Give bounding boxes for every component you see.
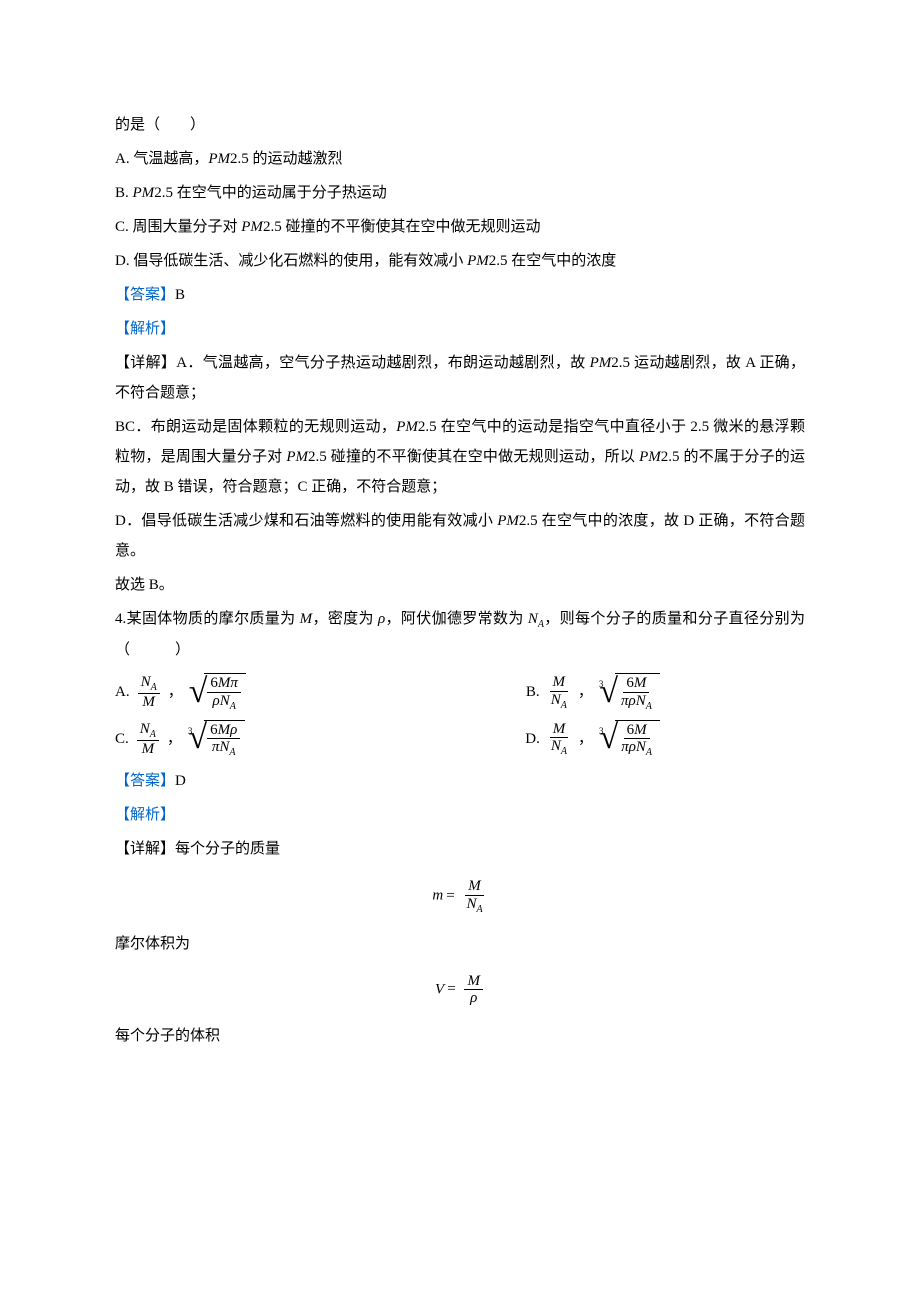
cube-root: 3 √ 6M πρNA	[599, 720, 660, 759]
q3-stem-tail: 的是（ ）	[115, 110, 805, 140]
pm-label: PM	[208, 151, 230, 167]
q3-detail-a: 【详解】A．气温越高，空气分子热运动越剧烈，布朗运动越剧烈，故 PM2.5 运动…	[115, 348, 805, 408]
comma: ，	[168, 677, 183, 707]
pm-label: PM	[639, 449, 661, 465]
detail-d-pre: D．倡导低碳生活减少煤和石油等燃料的使用能有效减小	[115, 513, 497, 529]
q3-analysis-label: 【解析】	[115, 314, 805, 344]
q4-options-row-2: C. NA M ， 3 √ 6Mρ πNA D. M NA ， 3 √	[115, 720, 805, 759]
cube-root: 3 √ 6M πρNA	[599, 673, 660, 712]
option-d-text-2: 2.5 在空气中的浓度	[489, 253, 617, 269]
fraction: M NA	[548, 721, 570, 758]
q3-answer: 【答案】B	[115, 280, 805, 310]
q3-option-c: C. 周围大量分子对 PM2.5 碰撞的不平衡使其在空中做无规则运动	[115, 212, 805, 242]
option-a-label: A.	[115, 677, 130, 707]
q4-each-volume-label: 每个分子的体积	[115, 1021, 805, 1051]
q3-detail-bc: BC．布朗运动是固体颗粒的无规则运动，PM2.5 在空气中的运动是指空气中直径小…	[115, 412, 805, 502]
pm-label: PM	[467, 253, 489, 269]
fraction: M NA	[548, 674, 570, 711]
q4-detail-label: 【详解】每个分子的质量	[115, 834, 805, 864]
option-c-text-1: C. 周围大量分子对	[115, 219, 241, 235]
comma: ，	[578, 724, 593, 754]
q4-option-c: C. NA M ， 3 √ 6Mρ πNA	[115, 720, 245, 759]
q4-molar-volume-label: 摩尔体积为	[115, 929, 805, 959]
comma: ，	[578, 677, 593, 707]
fraction: NA M	[137, 721, 159, 758]
q4-option-a: A. NA M ， √ 6Mπ ρNA	[115, 673, 246, 712]
q4-analysis-label: 【解析】	[115, 800, 805, 830]
analysis-label: 【解析】	[115, 807, 175, 823]
square-root: √ 6Mπ ρNA	[189, 673, 246, 712]
symbol-na: NA	[528, 611, 544, 627]
equation-volume: V= M ρ	[115, 973, 805, 1007]
symbol-m: M	[300, 611, 313, 627]
q3-detail-d: D．倡导低碳生活减少煤和石油等燃料的使用能有效减小 PM2.5 在空气中的浓度，…	[115, 506, 805, 566]
analysis-label: 【解析】	[115, 321, 175, 337]
equation-mass: m= M NA	[115, 878, 805, 915]
q3-option-d: D. 倡导低碳生活、减少化石燃料的使用，能有效减小 PM2.5 在空气中的浓度	[115, 246, 805, 276]
q3-option-a: A. 气温越高，PM2.5 的运动越激烈	[115, 144, 805, 174]
q3-conclusion: 故选 B。	[115, 570, 805, 600]
pm-label: PM	[241, 219, 263, 235]
pm-label: PM	[590, 355, 612, 371]
q4-options-row-1: A. NA M ， √ 6Mπ ρNA B. M NA ， 3 √	[115, 673, 805, 712]
answer-label: 【答案】	[115, 773, 175, 789]
detail-a-pre: 【详解】A．气温越高，空气分子热运动越剧烈，布朗运动越剧烈，故	[115, 355, 590, 371]
option-c-label: C.	[115, 724, 129, 754]
option-b-label: B.	[526, 677, 540, 707]
q4-stem: 4.某固体物质的摩尔质量为 M，密度为 ρ，阿伏伽德罗常数为 NA，则每个分子的…	[115, 604, 805, 665]
q4-stem-3: ，阿伏伽德罗常数为	[385, 611, 528, 627]
fraction: NA M	[138, 674, 160, 711]
q3-option-b: B. PM2.5 在空气中的运动属于分子热运动	[115, 178, 805, 208]
answer-value: B	[175, 287, 185, 303]
option-a-text-1: A. 气温越高，	[115, 151, 208, 167]
comma: ，	[167, 724, 182, 754]
option-b-text-1: B.	[115, 185, 133, 201]
q4-option-d: D. M NA ， 3 √ 6M πρNA	[525, 720, 660, 759]
pm-label: PM	[133, 185, 155, 201]
detail-bc-pre: BC．布朗运动是固体颗粒的无规则运动，	[115, 419, 396, 435]
option-a-text-2: 2.5 的运动越激烈	[230, 151, 343, 167]
option-b-text-2: 2.5 在空气中的运动属于分子热运动	[154, 185, 387, 201]
q4-option-b: B. M NA ， 3 √ 6M πρNA	[526, 673, 660, 712]
q4-stem-1: 4.某固体物质的摩尔质量为	[115, 611, 300, 627]
pm-label: PM	[396, 419, 418, 435]
q4-answer: 【答案】D	[115, 766, 805, 796]
pm-label: PM	[497, 513, 519, 529]
pm-label: PM	[286, 449, 308, 465]
option-d-text-1: D. 倡导低碳生活、减少化石燃料的使用，能有效减小	[115, 253, 467, 269]
detail-bc-mid2: 2.5 碰撞的不平衡使其在空中做无规则运动，所以	[308, 449, 639, 465]
q4-stem-2: ，密度为	[312, 611, 378, 627]
cube-root: 3 √ 6Mρ πNA	[188, 720, 245, 759]
option-d-label: D.	[525, 724, 540, 754]
option-c-text-2: 2.5 碰撞的不平衡使其在空中做无规则运动	[263, 219, 541, 235]
answer-value: D	[175, 773, 186, 789]
answer-label: 【答案】	[115, 287, 175, 303]
